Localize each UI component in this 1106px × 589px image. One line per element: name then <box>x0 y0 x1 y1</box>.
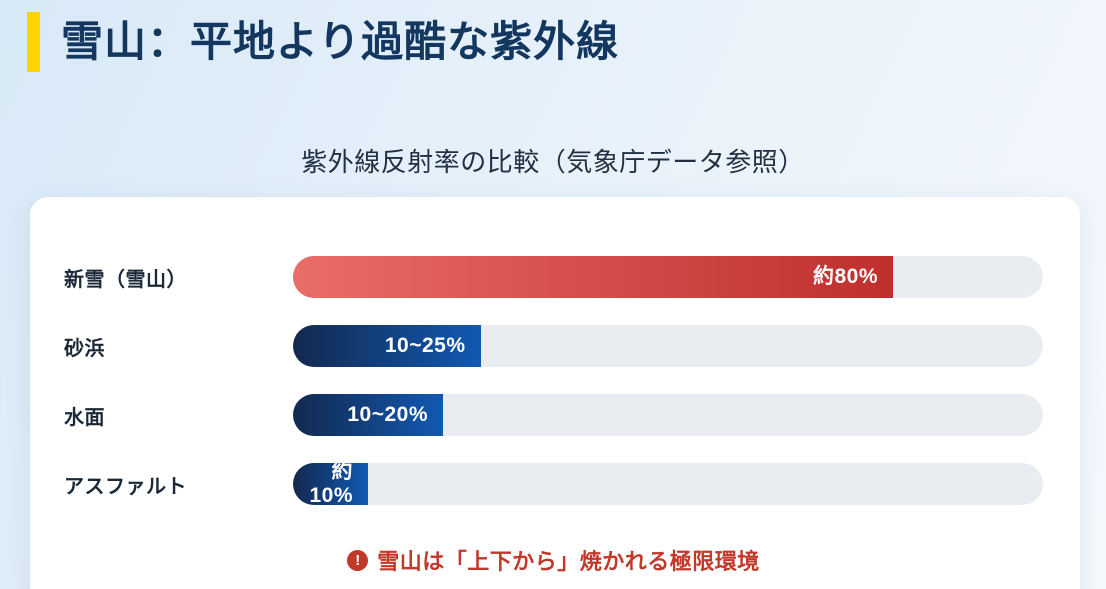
bar-row: 水面 10~20% <box>64 394 1043 436</box>
bar-track: 約80% <box>293 256 1043 298</box>
bar-fill: 10~25% <box>293 325 481 367</box>
bar-fill: 約80% <box>293 256 893 298</box>
bar-value-label: 10~25% <box>384 334 466 358</box>
bar-row: 新雪（雪山） 約80% <box>64 256 1043 298</box>
chart-card: 新雪（雪山） 約80% 砂浜 10~25% 水面 10~20% <box>30 197 1080 589</box>
exclamation-circle-icon: ! <box>347 549 369 571</box>
bar-value-label: 約80% <box>812 265 878 289</box>
accent-bar <box>27 12 40 72</box>
bar-label: 新雪（雪山） <box>64 268 187 291</box>
page-header: 雪山：平地より過酷な紫外線 <box>27 12 619 72</box>
bar-row: アスファルト 約10% <box>64 463 1043 505</box>
bar-value-label: 10~20% <box>347 403 428 427</box>
bar-value-label: 約10% <box>309 463 353 505</box>
bar-fill: 約10% <box>293 463 368 505</box>
bar-label: 水面 <box>64 406 105 429</box>
bar-fill: 10~20% <box>293 394 443 436</box>
bar-track: 10~20% <box>293 394 1043 436</box>
warning-note: ! 雪山は「上下から」焼かれる極限環境 <box>64 544 1043 576</box>
bar-row: 砂浜 10~25% <box>64 325 1043 367</box>
bar-track: 10~25% <box>293 325 1043 367</box>
page-title: 雪山：平地より過酷な紫外線 <box>61 17 620 65</box>
bar-label: 砂浜 <box>64 337 105 360</box>
warning-text: 雪山は「上下から」焼かれる極限環境 <box>377 549 760 574</box>
bar-label: アスファルト <box>64 475 187 498</box>
bar-track: 約10% <box>293 463 1043 505</box>
chart-subtitle: 紫外線反射率の比較（気象庁データ参照） <box>301 147 805 177</box>
